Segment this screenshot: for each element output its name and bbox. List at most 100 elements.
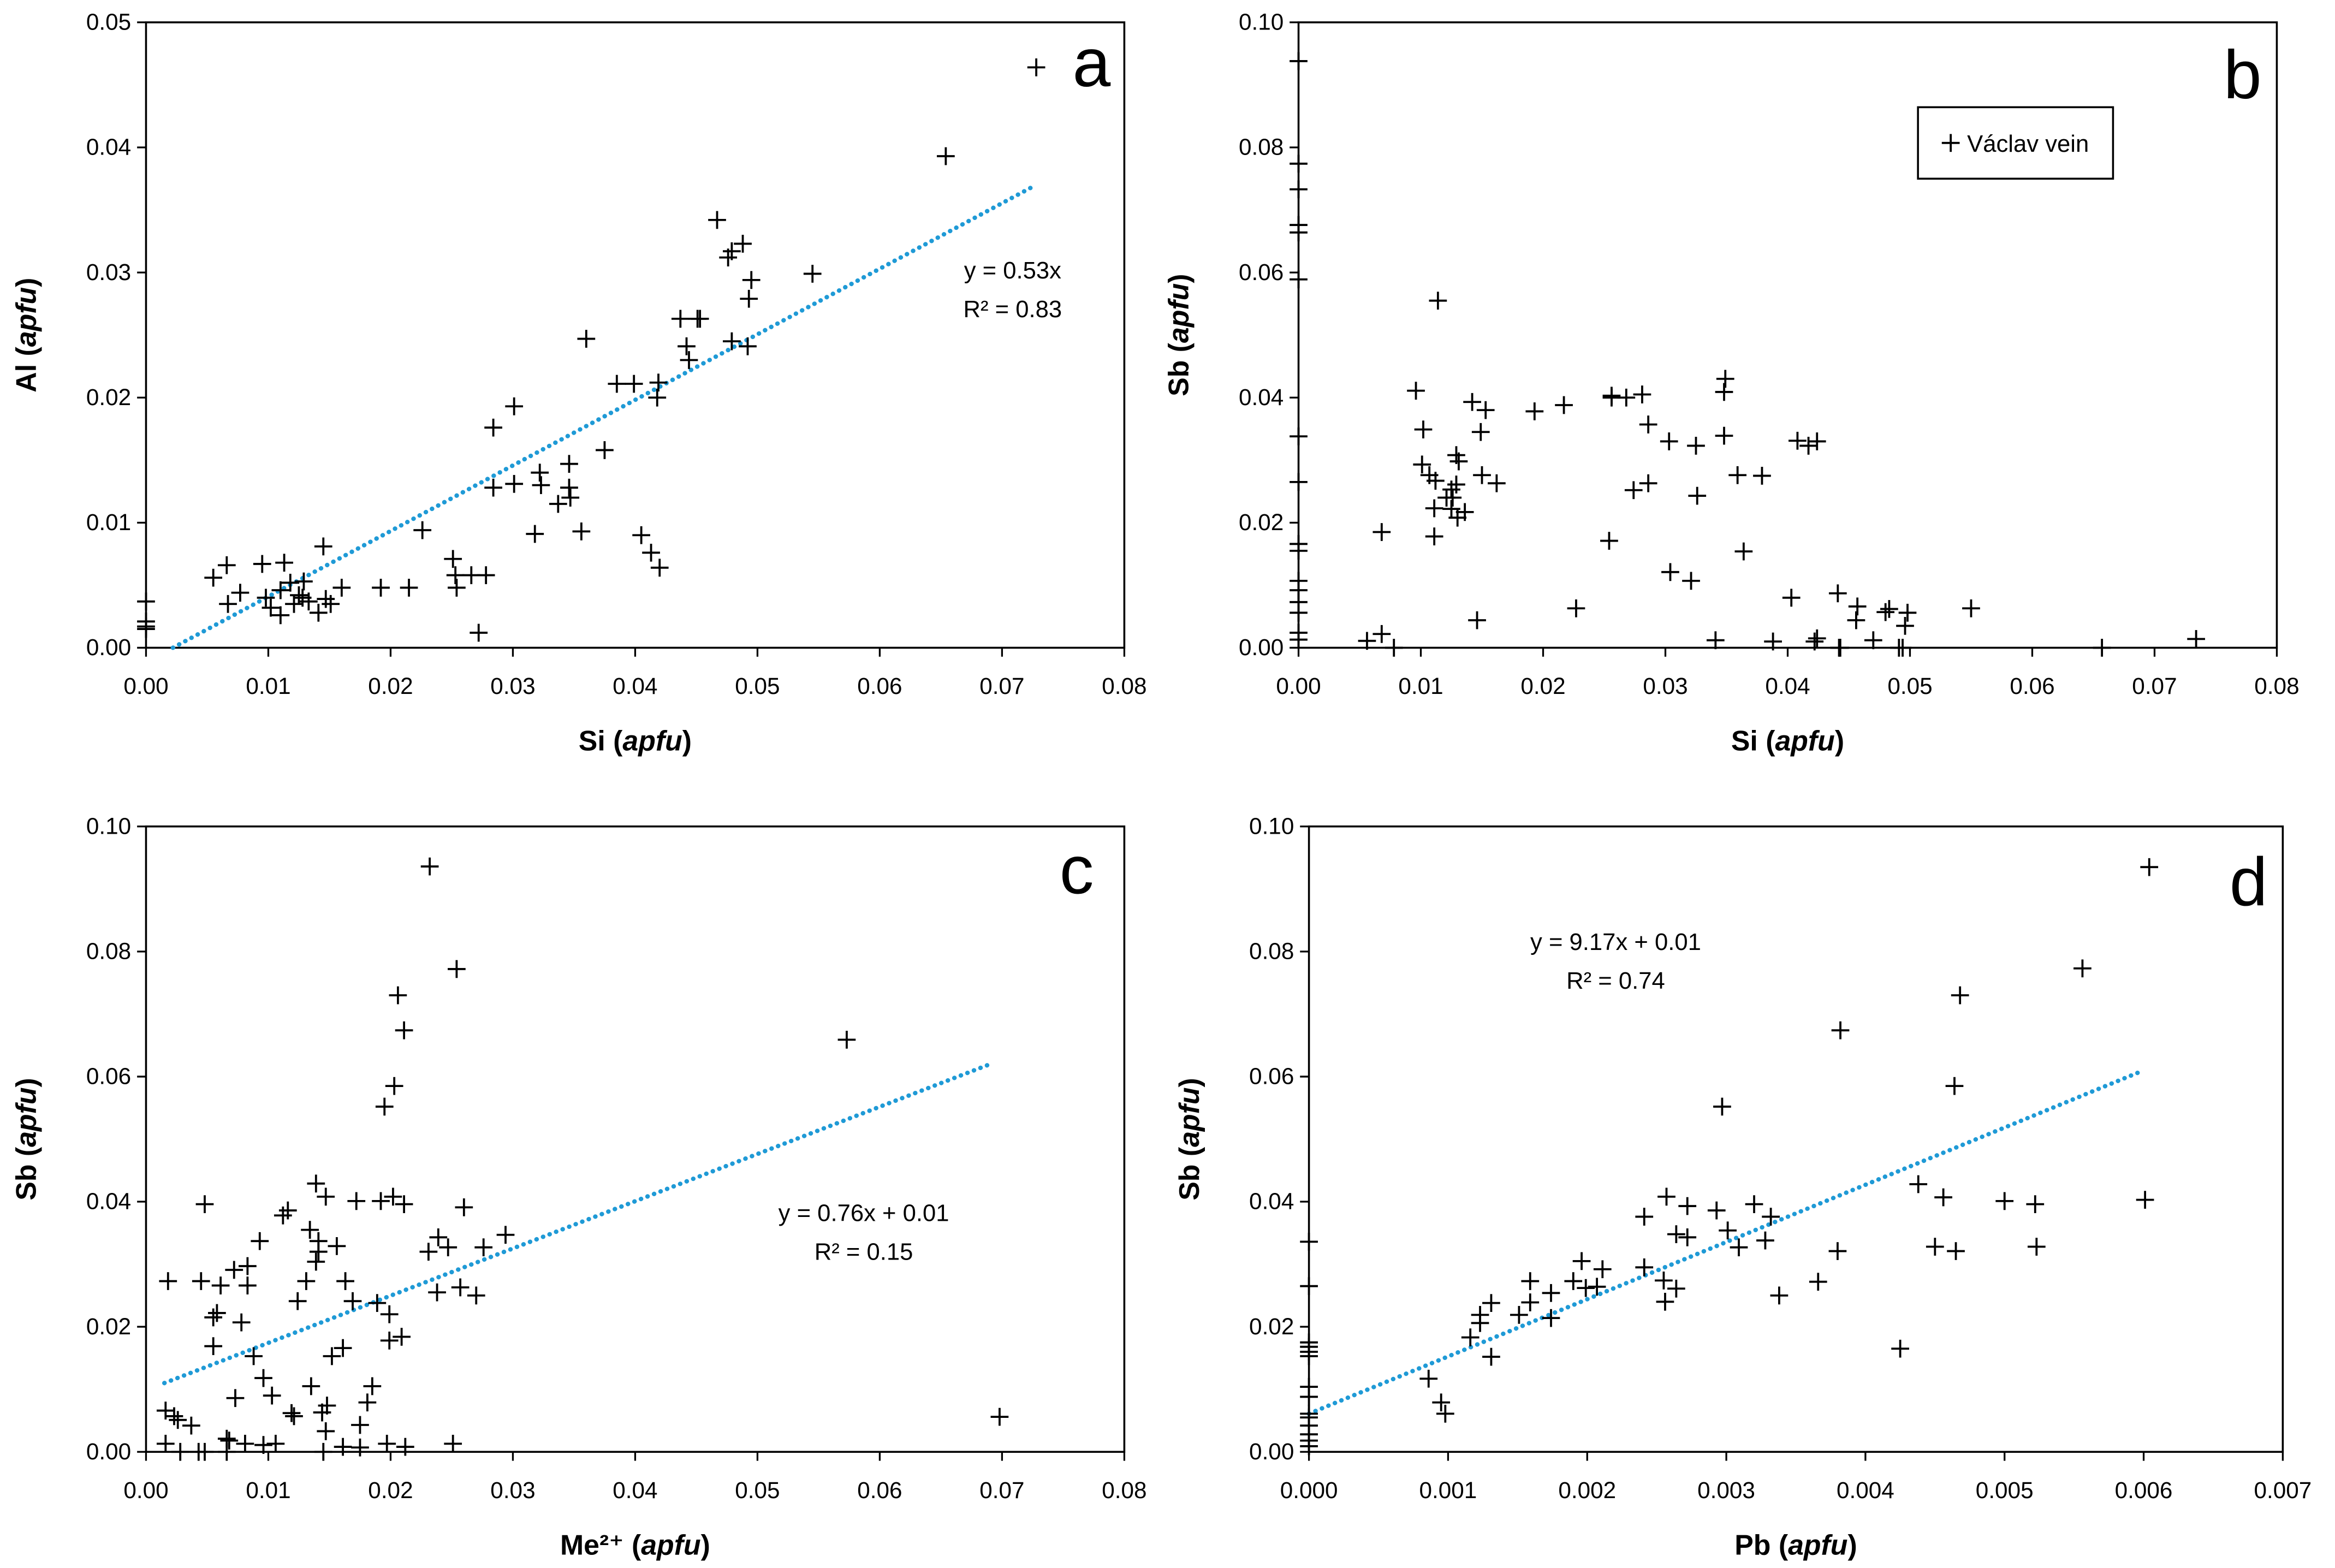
x-axis-title-suffix: ) bbox=[1835, 725, 1844, 757]
data-point bbox=[1893, 639, 1912, 657]
y-axis-title-prefix: Sb ( bbox=[1173, 1147, 1205, 1201]
data-point bbox=[413, 521, 432, 539]
y-tick-label: 0.02 bbox=[86, 1314, 131, 1339]
data-point bbox=[1682, 572, 1700, 590]
data-point bbox=[1764, 632, 1782, 651]
data-point bbox=[1442, 480, 1460, 498]
data-point bbox=[171, 1442, 189, 1461]
data-point bbox=[608, 375, 626, 393]
data-point bbox=[1945, 1077, 1964, 1095]
data-point bbox=[1716, 370, 1734, 388]
data-point bbox=[1488, 474, 1506, 492]
data-point bbox=[1728, 466, 1747, 484]
data-point bbox=[396, 1438, 414, 1456]
y-tick-label: 0.06 bbox=[1249, 1064, 1294, 1089]
x-tick-label: 0.08 bbox=[2254, 673, 2299, 699]
data-point bbox=[470, 623, 488, 642]
data-point bbox=[1471, 1314, 1489, 1332]
data-point bbox=[208, 1304, 226, 1322]
data-point bbox=[1443, 489, 1462, 507]
y-axis-title: Sb (apfu) bbox=[10, 1078, 42, 1200]
data-point bbox=[1828, 1242, 1847, 1260]
data-point bbox=[1926, 1238, 1944, 1256]
data-point bbox=[1719, 1221, 1737, 1240]
data-point bbox=[742, 271, 760, 289]
y-tick-label: 0.10 bbox=[1239, 9, 1284, 35]
data-point bbox=[1639, 474, 1657, 492]
x-tick-label: 0.00 bbox=[1276, 673, 1321, 699]
data-point bbox=[1300, 1437, 1318, 1456]
x-axis-title: Pb (apfu) bbox=[1734, 1529, 1857, 1560]
data-point bbox=[649, 373, 668, 392]
data-point bbox=[1896, 616, 1914, 635]
data-point bbox=[169, 1411, 187, 1429]
data-point bbox=[285, 595, 303, 613]
x-tick-label: 0.02 bbox=[1520, 673, 1565, 699]
data-point bbox=[1635, 1208, 1654, 1226]
y-axis-title-prefix: Sb ( bbox=[1163, 342, 1195, 396]
x-tick-label: 0.05 bbox=[735, 673, 780, 699]
data-point bbox=[1447, 476, 1465, 494]
data-point bbox=[400, 579, 418, 597]
data-point bbox=[803, 265, 822, 283]
data-point bbox=[266, 1435, 285, 1453]
data-point bbox=[211, 1276, 230, 1294]
x-tick-label: 0.01 bbox=[246, 673, 290, 699]
x-axis-title-italic: apfu bbox=[1788, 1529, 1847, 1560]
data-point bbox=[219, 595, 237, 613]
data-point bbox=[328, 1237, 346, 1255]
data-point bbox=[317, 1422, 335, 1440]
data-point bbox=[496, 1226, 515, 1244]
data-point bbox=[137, 592, 155, 611]
y-axis-title-suffix: ) bbox=[1163, 274, 1195, 283]
data-point bbox=[343, 1292, 362, 1310]
data-point bbox=[1510, 1306, 1528, 1324]
data-point bbox=[1385, 639, 1403, 657]
chart-panel-a: 0.00 0.01 0.02 0.03 0.04 0.05 0.06 0.07 0.08 0.00… bbox=[10, 9, 1147, 757]
data-point bbox=[1429, 292, 1447, 310]
data-point bbox=[220, 1432, 239, 1450]
y-axis-title-suffix: ) bbox=[10, 278, 42, 287]
panel-letter: b bbox=[2224, 36, 2262, 113]
data-point bbox=[254, 1436, 272, 1454]
data-point bbox=[309, 603, 328, 622]
y-axis-title: Sb (apfu) bbox=[1173, 1078, 1205, 1201]
plot-frame bbox=[145, 21, 1126, 649]
data-point bbox=[271, 606, 290, 625]
data-point bbox=[1521, 1293, 1540, 1311]
y-axis-title-italic: apfu bbox=[10, 1088, 42, 1147]
data-point bbox=[596, 441, 614, 459]
x-tick-label: 0.04 bbox=[1765, 673, 1810, 699]
data-point bbox=[1290, 427, 1308, 446]
data-point bbox=[1567, 599, 1585, 617]
data-point bbox=[1891, 1339, 1909, 1358]
data-point bbox=[231, 584, 249, 602]
data-point bbox=[334, 1438, 352, 1456]
x-axis-title: Me²⁺ (apfu) bbox=[560, 1529, 710, 1560]
data-point bbox=[236, 1435, 254, 1453]
data-point bbox=[1572, 1252, 1591, 1270]
data-point bbox=[2093, 639, 2111, 657]
data-point bbox=[2073, 959, 2092, 978]
data-point bbox=[1290, 542, 1308, 560]
data-point bbox=[2187, 630, 2205, 648]
data-point bbox=[297, 1272, 316, 1290]
data-point bbox=[395, 1195, 413, 1213]
data-point bbox=[322, 595, 340, 613]
data-point bbox=[1715, 426, 1733, 445]
data-point bbox=[274, 1206, 292, 1225]
data-point bbox=[1482, 1347, 1500, 1366]
data-point bbox=[625, 375, 643, 393]
x-tick-label: 0.08 bbox=[1102, 673, 1146, 699]
chart-panel-b: 0.00 0.01 0.02 0.03 0.04 0.05 0.06 0.07 0.08 0.00… bbox=[1163, 9, 2300, 757]
data-point bbox=[420, 857, 439, 876]
trendline-equation: y = 9.17x + 0.01 bbox=[1530, 929, 1701, 955]
plot-frame bbox=[1297, 21, 2278, 649]
data-point bbox=[505, 474, 524, 493]
y-tick-label: 0.02 bbox=[1239, 509, 1284, 535]
data-point bbox=[1661, 563, 1679, 581]
data-point bbox=[1414, 420, 1433, 439]
data-point bbox=[302, 1377, 320, 1395]
trendline bbox=[1306, 1068, 2146, 1416]
y-tick-label: 0.01 bbox=[86, 509, 131, 535]
